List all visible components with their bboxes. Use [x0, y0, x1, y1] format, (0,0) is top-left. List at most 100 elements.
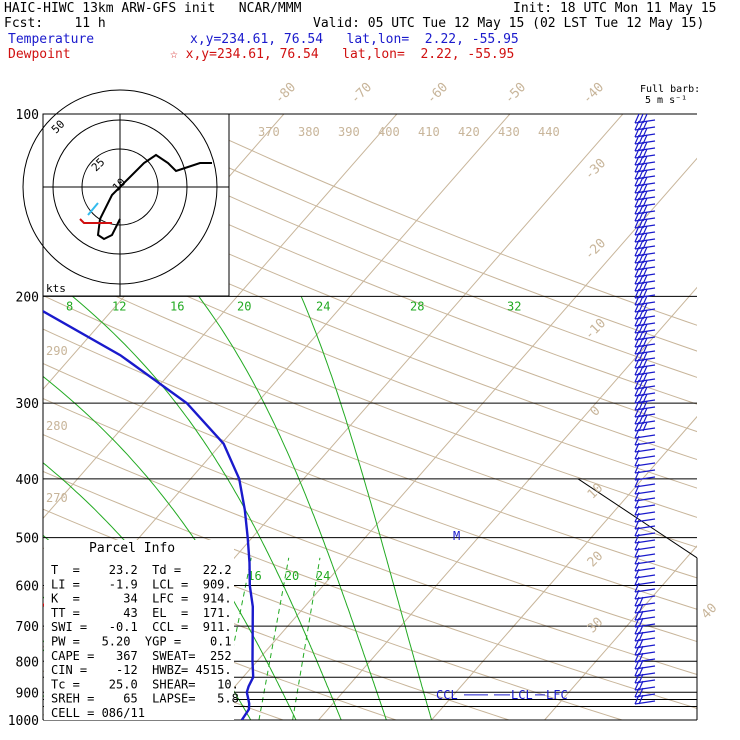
left-theta-label: 270	[46, 491, 68, 505]
wind-barb-flag	[638, 610, 644, 621]
wind-barb-flag	[642, 197, 648, 208]
wind-barb-flag	[634, 645, 640, 656]
wind-barb-flag	[642, 414, 648, 425]
wind-barb-flag	[634, 477, 640, 488]
wind-barb-flag	[642, 127, 648, 138]
dry-adiabat-line	[43, 262, 697, 518]
pressure-label: 900	[16, 686, 39, 701]
wind-barb-flag	[638, 148, 644, 159]
theta-e-label: 390	[338, 125, 360, 139]
wind-barb-flag	[634, 561, 640, 572]
valid-time: Valid: 05 UTC Tue 12 May 15 (02 LST Tue …	[313, 16, 705, 31]
wind-barb-flag	[634, 575, 640, 586]
temperature-axis-label: 28	[410, 299, 424, 313]
wind-barb-flag	[638, 372, 644, 383]
wind-barb-flag	[642, 351, 648, 362]
isotherm-label: 40	[699, 601, 721, 623]
parcel-info-row: PW = 5.20 YGP = 0.1	[51, 635, 232, 649]
wind-barb-flag	[642, 113, 648, 124]
wind-barb-flag	[642, 120, 648, 131]
wind-barb-flag	[634, 435, 640, 446]
wind-barb-flag	[634, 407, 640, 418]
wind-barb-flag	[642, 267, 648, 278]
dewpoint-location: ☆ x,y=234.61, 76.54 lat,lon= 2.22, -55.9…	[170, 47, 515, 62]
hodograph-trace	[96, 153, 212, 241]
wind-barb-flag	[642, 148, 648, 159]
wind-barb-flag	[634, 652, 640, 663]
wind-barb-flag	[642, 407, 648, 418]
wind-barb-flag	[642, 288, 648, 299]
left-theta-label: 290	[46, 344, 68, 358]
wind-barb-flag	[634, 239, 640, 250]
wind-barb-flag	[634, 246, 640, 257]
wind-barb-flag	[634, 449, 640, 460]
wind-barb-flag	[642, 365, 648, 376]
wind-barb-flag	[634, 218, 640, 229]
wind-barb-flag	[642, 330, 648, 341]
dry-adiabat-line	[43, 328, 697, 579]
wind-barb-flag	[642, 246, 648, 257]
wind-barb-flag	[634, 617, 640, 628]
wind-barb-flag	[634, 204, 640, 215]
parcel-info-row: CIN = -12 HWBZ= 4515.	[51, 663, 232, 677]
pressure-label: 200	[16, 290, 39, 305]
wind-barb-flag	[638, 197, 644, 208]
pressure-label: 1000	[8, 714, 39, 729]
isotherm-label: -30	[582, 156, 609, 183]
parcel-info-row: LI = -1.9 LCL = 909.	[51, 577, 232, 591]
wind-barb-flag	[634, 225, 640, 236]
wind-barb-flag	[638, 414, 644, 425]
dry-adiabat-line	[43, 434, 697, 675]
wind-barb-flag	[638, 666, 644, 677]
parcel-info-box	[44, 540, 234, 720]
wind-barb-flag	[642, 372, 648, 383]
wind-barb-flag	[642, 323, 648, 334]
pressure-label: 100	[16, 108, 39, 123]
parcel-info-row: Tc = 25.0 SHEAR= 10.	[51, 677, 239, 691]
wind-barb-flag	[642, 344, 648, 355]
wind-barb-flag	[638, 183, 644, 194]
wind-legend-line2: 5 m s⁻¹	[645, 95, 687, 106]
wind-barb-flag	[634, 358, 640, 369]
wind-barb-flag	[634, 554, 640, 565]
wind-barb-flag	[634, 337, 640, 348]
wind-barb-flag	[634, 456, 640, 467]
wind-barb-flag	[634, 463, 640, 474]
wind-barb-flag	[634, 365, 640, 376]
wind-barb-flag	[638, 624, 644, 635]
temperature-axis-label: 24	[316, 299, 330, 313]
wind-barb-flag	[634, 596, 640, 607]
wind-barb-flag	[634, 155, 640, 166]
isotherm-label: 30	[585, 615, 607, 637]
wind-barb-flag	[638, 218, 644, 229]
temperature-label: Temperature	[8, 32, 95, 47]
wind-barb-flag	[642, 134, 648, 145]
wind-barb-flag	[634, 148, 640, 159]
isotherm-label: -40	[580, 80, 607, 107]
wind-barb-flag	[638, 652, 644, 663]
init-time: Init: 18 UTC Mon 11 May 15	[513, 1, 717, 16]
pressure-label: 400	[16, 473, 39, 488]
wind-barb-flag	[638, 127, 644, 138]
wind-barb-flag	[638, 246, 644, 257]
wind-barb-flag	[634, 344, 640, 355]
wind-barb-flag	[634, 211, 640, 222]
wind-barb-flag	[634, 673, 640, 684]
theta-e-label: 440	[538, 125, 560, 139]
wind-barb-flag	[634, 547, 640, 558]
wind-barb-flag	[634, 400, 640, 411]
wind-barb-flag	[634, 183, 640, 194]
wind-barb-flag	[638, 330, 644, 341]
wind-barb-flag	[638, 176, 644, 187]
wind-barb-flag	[634, 498, 640, 509]
wind-barb-flag	[642, 274, 648, 285]
wind-barb-flag	[634, 351, 640, 362]
isotherm-line	[205, 157, 697, 720]
wind-barb-flag	[634, 568, 640, 579]
theta-e-label: 410	[418, 125, 440, 139]
wind-barb-flag	[642, 218, 648, 229]
temperature-location: x,y=234.61, 76.54 lat,lon= 2.22, -55.95	[190, 32, 519, 47]
wind-barb	[634, 700, 656, 705]
wind-barb-flag	[642, 309, 648, 320]
